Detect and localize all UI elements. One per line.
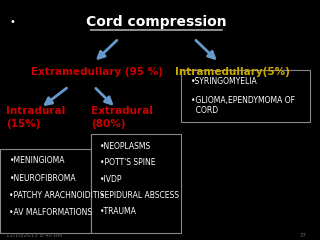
- Text: Cord compression: Cord compression: [86, 15, 227, 29]
- Text: •: •: [10, 17, 15, 27]
- Text: Extramedullary (95 %): Extramedullary (95 %): [31, 67, 163, 77]
- FancyBboxPatch shape: [181, 70, 309, 122]
- Text: •POTT'S SPINE: •POTT'S SPINE: [100, 158, 156, 167]
- Text: •IVDP: •IVDP: [100, 174, 123, 184]
- Text: •NEOPLASMS: •NEOPLASMS: [100, 142, 151, 151]
- Text: 12/10/2013 8:40 AM: 12/10/2013 8:40 AM: [6, 233, 62, 238]
- Text: 37: 37: [300, 233, 307, 238]
- Text: Intramedullary(5%): Intramedullary(5%): [175, 67, 290, 77]
- Text: Intradural
(15%): Intradural (15%): [6, 106, 66, 129]
- Text: Extradural
(80%): Extradural (80%): [91, 106, 153, 129]
- Text: •TRAUMA: •TRAUMA: [100, 207, 137, 216]
- Text: •EPIDURAL ABSCESS: •EPIDURAL ABSCESS: [100, 191, 179, 200]
- Text: •GLIOMA,EPENDYMOMA OF
  CORD: •GLIOMA,EPENDYMOMA OF CORD: [191, 96, 295, 115]
- Text: •NEUROFIBROMA: •NEUROFIBROMA: [9, 174, 76, 183]
- FancyBboxPatch shape: [91, 134, 181, 233]
- Text: •PATCHY ARACHNOIDITIS: •PATCHY ARACHNOIDITIS: [9, 191, 105, 200]
- Text: •SYRINGOMYELIA: •SYRINGOMYELIA: [191, 77, 258, 86]
- Text: •MENINGIOMA: •MENINGIOMA: [9, 156, 65, 165]
- FancyBboxPatch shape: [0, 149, 91, 233]
- Text: •AV MALFORMATIONS: •AV MALFORMATIONS: [9, 208, 92, 217]
